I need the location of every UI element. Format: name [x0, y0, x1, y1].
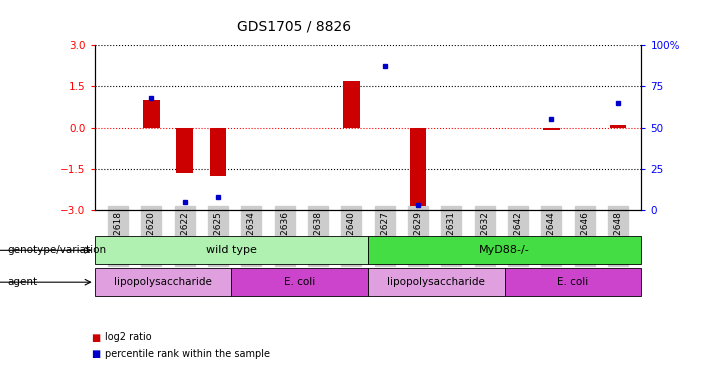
Text: wild type: wild type	[206, 245, 257, 255]
Bar	[95, 236, 368, 264]
Text: log2 ratio: log2 ratio	[105, 333, 152, 342]
Text: GDS1705 / 8826: GDS1705 / 8826	[238, 20, 351, 34]
Bar	[343, 81, 360, 128]
Text: lipopolysaccharide: lipopolysaccharide	[114, 277, 212, 287]
Text: E. coli: E. coli	[557, 277, 589, 287]
Bar	[505, 268, 641, 296]
Bar	[143, 100, 160, 128]
Text: MyD88-/-: MyD88-/-	[479, 245, 530, 255]
Bar	[610, 125, 627, 128]
Bar	[409, 128, 426, 206]
Bar	[210, 128, 226, 176]
Bar	[95, 268, 231, 296]
Bar	[177, 128, 193, 173]
Text: ■: ■	[91, 333, 100, 342]
Text: ■: ■	[91, 350, 100, 359]
Text: E. coli: E. coli	[284, 277, 315, 287]
Bar	[368, 236, 641, 264]
Bar	[543, 128, 559, 130]
Text: agent: agent	[7, 277, 37, 287]
Text: lipopolysaccharide: lipopolysaccharide	[388, 277, 485, 287]
Bar	[368, 268, 505, 296]
Text: percentile rank within the sample: percentile rank within the sample	[105, 350, 270, 359]
Bar	[231, 268, 368, 296]
Text: genotype/variation: genotype/variation	[7, 245, 106, 255]
